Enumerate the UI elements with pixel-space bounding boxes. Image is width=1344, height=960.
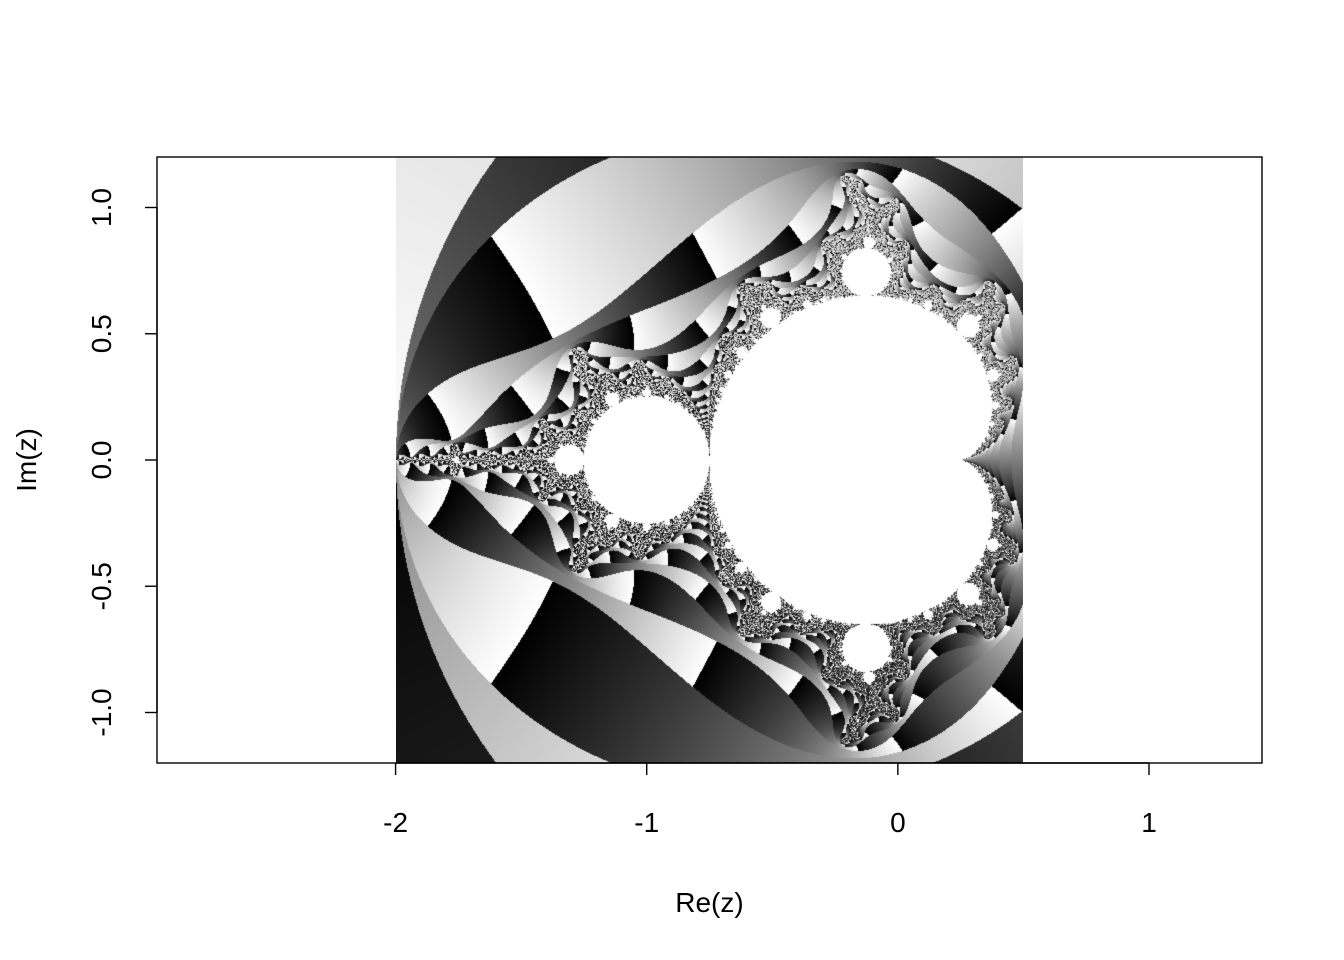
- x-tick-label: 1: [1141, 807, 1157, 838]
- y-tick-label: 0.5: [86, 314, 117, 353]
- plot-frame: [156, 156, 1263, 764]
- x-axis-label: Re(z): [675, 887, 743, 918]
- x-tick-label: 0: [890, 807, 906, 838]
- y-tick-label: -0.5: [86, 562, 117, 610]
- y-tick-label: -1.0: [86, 688, 117, 736]
- x-tick-label: -1: [634, 807, 659, 838]
- y-axis-label: Im(z): [11, 428, 42, 492]
- y-axis-ticks: -1.0 -0.5 0.0 0.5 1.0: [86, 188, 157, 737]
- y-tick-label: 1.0: [86, 188, 117, 227]
- x-tick-label: -2: [383, 807, 408, 838]
- y-tick-label: 0.0: [86, 441, 117, 480]
- x-axis-ticks: -2 -1 0 1: [383, 763, 1157, 838]
